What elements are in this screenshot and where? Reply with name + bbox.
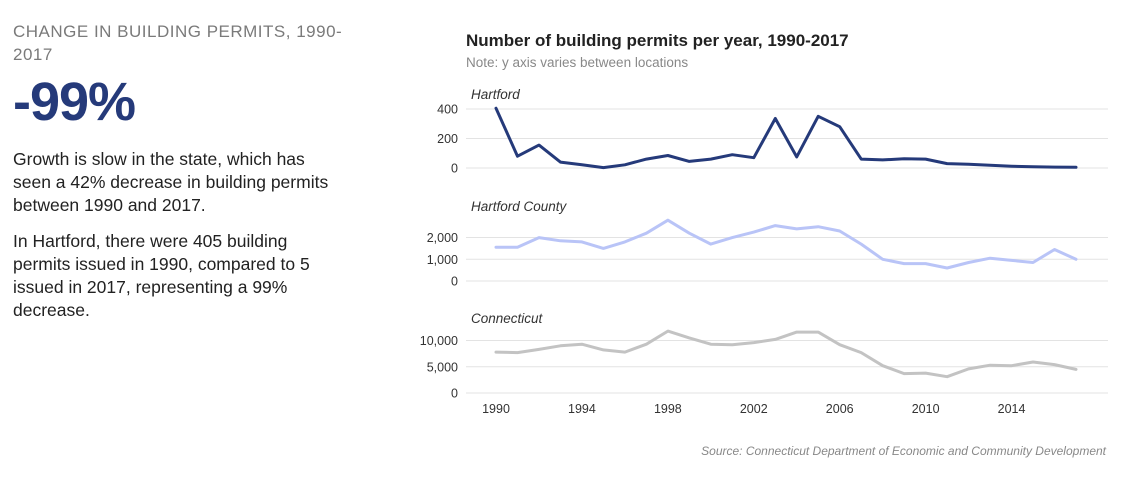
y-tick-label: 400 [437, 102, 458, 116]
y-tick-label: 0 [451, 162, 458, 176]
y-tick-label: 200 [437, 132, 458, 146]
x-tick-label: 1990 [482, 402, 510, 416]
series-line [494, 329, 1078, 379]
y-tick-label: 1,000 [427, 253, 458, 267]
y-tick-label: 2,000 [427, 231, 458, 245]
y-tick-label: 10,000 [420, 334, 458, 348]
y-tick-label: 0 [451, 387, 458, 401]
panel-hartford-county: Hartford County 0 1,000 2,000 [427, 199, 1108, 289]
x-tick-label: 1994 [568, 402, 596, 416]
summary-kicker: CHANGE IN BUILDING PERMITS, 1990-2017 [13, 22, 343, 64]
panel-connecticut: Connecticut 0 5,000 10,000 [420, 311, 1108, 401]
big-percentage: -99% [13, 72, 136, 132]
y-tick-label: 0 [451, 275, 458, 289]
summary-paragraph-state: Growth is slow in the state, which has s… [13, 149, 329, 215]
chart-panels: Hartford 0 200 400 Hartford County 0 1,000 2,00… [420, 87, 1108, 401]
x-tick-label: 2006 [826, 402, 854, 416]
panel-label: Hartford County [471, 199, 568, 214]
chart-source: Source: Connecticut Department of Econom… [701, 444, 1107, 458]
y-tick-label: 5,000 [427, 360, 458, 374]
summary-paragraph-hartford: In Hartford, there were 405 building per… [13, 231, 310, 320]
summary-panel: CHANGE IN BUILDING PERMITS, 1990-2017 -9… [13, 20, 343, 335]
panel-label: Connecticut [471, 311, 544, 326]
x-tick-label: 1998 [654, 402, 682, 416]
panel-hartford: Hartford 0 200 400 [437, 87, 1108, 176]
series-line [494, 106, 1078, 170]
x-axis: 1990 1994 1998 2002 2006 2010 2014 [482, 402, 1025, 416]
series-line [494, 218, 1078, 270]
panel-label: Hartford [471, 87, 520, 102]
x-tick-label: 2014 [998, 402, 1026, 416]
chart-title: Number of building permits per year, 199… [466, 31, 849, 50]
x-tick-label: 2002 [740, 402, 768, 416]
x-tick-label: 2010 [912, 402, 940, 416]
chart-subtitle: Note: y axis varies between locations [466, 55, 688, 70]
